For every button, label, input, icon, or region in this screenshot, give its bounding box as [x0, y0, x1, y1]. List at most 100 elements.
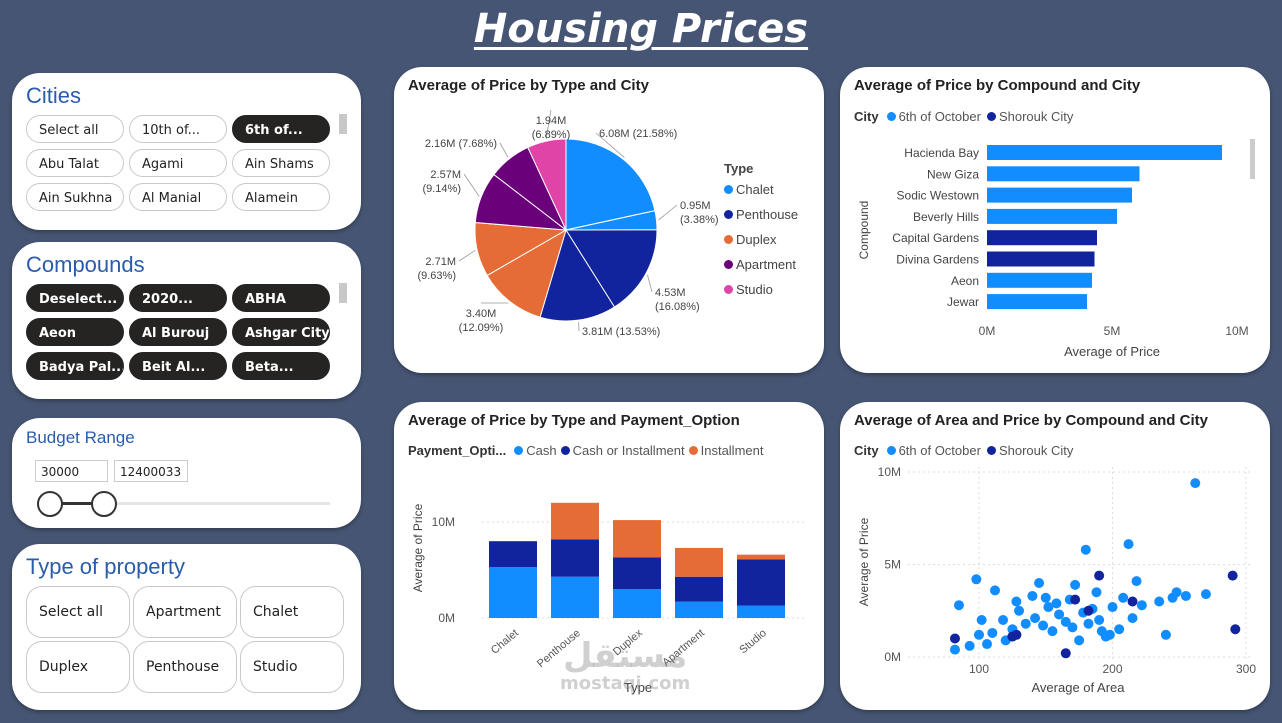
- scatter-point-6th-of-october-8[interactable]: [990, 585, 1001, 596]
- compounds-option-ashgar-city[interactable]: Ashgar City: [232, 318, 330, 346]
- scatter-point-6th-of-october-26[interactable]: [1067, 622, 1078, 633]
- scatter-point-shorouk-city-6[interactable]: [1094, 570, 1105, 581]
- scatter-point-6th-of-october-37[interactable]: [1104, 629, 1115, 640]
- scatter-point-6th-of-october-12[interactable]: [1011, 596, 1022, 607]
- scatter-point-6th-of-october-1[interactable]: [953, 600, 964, 611]
- payment-bar-penthouse-cash[interactable]: [551, 576, 599, 618]
- cities-option-6th-of[interactable]: 6th of...: [232, 115, 330, 143]
- compounds-option-2020[interactable]: 2020...: [129, 284, 227, 312]
- payment-bar-penthouse-cash-or-installment[interactable]: [551, 539, 599, 577]
- property-type-option-select-all[interactable]: Select all: [26, 586, 130, 638]
- scatter-point-6th-of-october-28[interactable]: [1074, 635, 1085, 646]
- scatter-point-6th-of-october-39[interactable]: [1114, 624, 1125, 635]
- scatter-point-6th-of-october-43[interactable]: [1131, 576, 1142, 587]
- scatter-point-shorouk-city-4[interactable]: [1070, 594, 1081, 605]
- pie-slice-penthouse-4[interactable]: [539, 228, 616, 322]
- scatter-point-6th-of-october-34[interactable]: [1094, 615, 1105, 625]
- compounds-option-al-burouj[interactable]: Al Burouj: [129, 318, 227, 346]
- pie-legend-item-penthouse[interactable]: Penthouse: [724, 202, 798, 227]
- payment-bar-studio-cash-or-installment[interactable]: [737, 559, 785, 606]
- compounds-scrollbar[interactable]: [339, 283, 347, 303]
- compounds-option-beit-al[interactable]: Beit Al...: [129, 352, 227, 380]
- pie-legend-item-duplex[interactable]: Duplex: [724, 227, 798, 252]
- scatter-point-6th-of-october-41[interactable]: [1123, 539, 1134, 550]
- scatter-point-6th-of-october-7[interactable]: [987, 627, 998, 638]
- scatter-point-6th-of-october-50[interactable]: [1190, 478, 1201, 489]
- property-type-option-apartment[interactable]: Apartment: [133, 586, 237, 638]
- budget-min-handle[interactable]: [37, 491, 63, 517]
- cities-option-ain-shams[interactable]: Ain Shams: [232, 149, 330, 177]
- compounds-option-beta[interactable]: Beta...: [232, 352, 330, 380]
- scatter-point-6th-of-october-44[interactable]: [1136, 600, 1147, 611]
- scatter-point-6th-of-october-17[interactable]: [1034, 578, 1045, 588]
- scatter-point-6th-of-october-49[interactable]: [1180, 590, 1191, 601]
- scatter-point-6th-of-october-51[interactable]: [1200, 589, 1211, 600]
- payment-bar-duplex-cash-or-installment[interactable]: [613, 557, 661, 590]
- scatter-point-6th-of-october-27[interactable]: [1070, 579, 1081, 590]
- cities-option-alamein[interactable]: Alamein: [232, 183, 330, 211]
- cities-option-ain-sukhna[interactable]: Ain Sukhna: [26, 183, 124, 211]
- compound-bar-beverly-hills[interactable]: [987, 208, 1117, 224]
- scatter-point-6th-of-october-45[interactable]: [1154, 596, 1165, 607]
- scatter-point-6th-of-october-31[interactable]: [1083, 618, 1094, 629]
- scatter-point-6th-of-october-19[interactable]: [1040, 592, 1051, 603]
- scatter-point-6th-of-october-16[interactable]: [1030, 613, 1041, 624]
- scatter-point-6th-of-october-42[interactable]: [1127, 613, 1138, 624]
- cities-option-agami[interactable]: Agami: [129, 149, 227, 177]
- cities-option-10th-of[interactable]: 10th of...: [129, 115, 227, 143]
- scatter-point-6th-of-october-15[interactable]: [1027, 590, 1038, 601]
- scatter-point-6th-of-october-46[interactable]: [1160, 629, 1171, 640]
- scatter-point-6th-of-october-48[interactable]: [1171, 587, 1182, 598]
- compounds-option-aeon[interactable]: Aeon: [26, 318, 124, 346]
- compound-bar-hacienda-bay[interactable]: [987, 145, 1222, 160]
- payment-bar-studio-installment[interactable]: [737, 554, 785, 560]
- pie-slice-studio-9[interactable]: [527, 138, 567, 231]
- compound-bar-capital-gardens[interactable]: [987, 230, 1097, 246]
- scatter-point-6th-of-october-20[interactable]: [1043, 602, 1054, 613]
- scatter-point-shorouk-city-8[interactable]: [1227, 570, 1238, 581]
- payment-bar-duplex-installment[interactable]: [613, 520, 661, 558]
- compound-bar-scrollbar[interactable]: [1250, 139, 1255, 179]
- pie-slice-chalet-1[interactable]: [565, 138, 656, 231]
- cities-option-al-manial[interactable]: Al Manial: [129, 183, 227, 211]
- scatter-point-6th-of-october-5[interactable]: [976, 615, 987, 625]
- pie-legend-item-chalet[interactable]: Chalet: [724, 177, 798, 202]
- pie-slice-penthouse-3[interactable]: [565, 229, 658, 308]
- pie-slice-duplex-5[interactable]: [486, 228, 567, 318]
- scatter-point-shorouk-city-2[interactable]: [1011, 629, 1022, 640]
- compound-bar-aeon[interactable]: [987, 272, 1092, 288]
- scatter-point-shorouk-city-7[interactable]: [1127, 596, 1138, 607]
- scatter-point-6th-of-october-33[interactable]: [1091, 587, 1102, 598]
- scatter-point-6th-of-october-40[interactable]: [1118, 592, 1129, 603]
- payment-bar-penthouse-installment[interactable]: [551, 502, 599, 540]
- compound-bar-divina-gardens[interactable]: [987, 251, 1095, 267]
- budget-min-input[interactable]: 30000: [35, 460, 108, 482]
- payment-bar-studio-cash[interactable]: [737, 605, 785, 618]
- scatter-point-shorouk-city-3[interactable]: [1060, 648, 1071, 659]
- scatter-point-6th-of-october-2[interactable]: [964, 640, 975, 651]
- scatter-point-6th-of-october-22[interactable]: [1051, 598, 1062, 609]
- compound-bar-sodic-westown[interactable]: [987, 187, 1132, 203]
- payment-bar-chalet-cash-or-installment[interactable]: [489, 541, 537, 568]
- scatter-point-6th-of-october-18[interactable]: [1038, 620, 1049, 631]
- scatter-point-shorouk-city-9[interactable]: [1230, 624, 1241, 635]
- payment-bar-duplex-cash[interactable]: [613, 589, 661, 618]
- scatter-point-6th-of-october-0[interactable]: [949, 644, 960, 655]
- scatter-point-6th-of-october-9[interactable]: [998, 615, 1009, 625]
- property-type-option-penthouse[interactable]: Penthouse: [133, 641, 237, 693]
- scatter-point-6th-of-october-13[interactable]: [1014, 605, 1025, 616]
- scatter-point-6th-of-october-3[interactable]: [971, 574, 982, 585]
- scatter-point-6th-of-october-23[interactable]: [1054, 609, 1065, 620]
- payment-bar-apartment-cash-or-installment[interactable]: [675, 576, 723, 602]
- property-type-option-chalet[interactable]: Chalet: [240, 586, 344, 638]
- cities-scrollbar[interactable]: [339, 114, 347, 134]
- property-type-option-duplex[interactable]: Duplex: [26, 641, 130, 693]
- scatter-point-6th-of-october-14[interactable]: [1020, 618, 1031, 629]
- cities-option-abu-talat[interactable]: Abu Talat: [26, 149, 124, 177]
- cities-option-select-all[interactable]: Select all: [26, 115, 124, 143]
- compounds-option-abha[interactable]: ABHA: [232, 284, 330, 312]
- scatter-point-shorouk-city-5[interactable]: [1083, 605, 1094, 616]
- scatter-point-shorouk-city-0[interactable]: [949, 633, 960, 644]
- compounds-option-deselect[interactable]: Deselect...: [26, 284, 124, 312]
- compound-bar-jewar[interactable]: [987, 294, 1087, 310]
